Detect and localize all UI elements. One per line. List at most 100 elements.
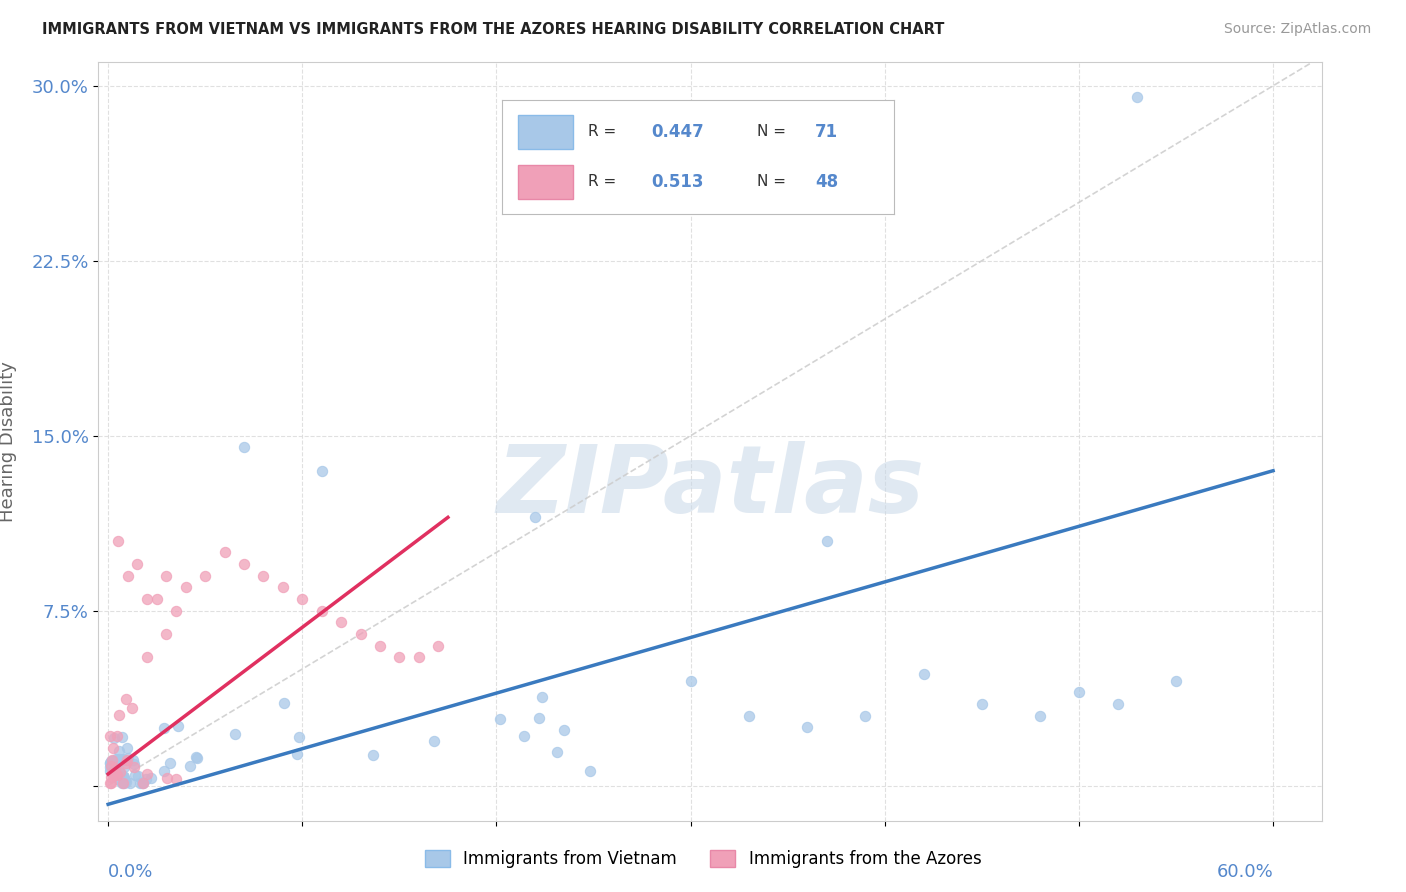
Point	[108, 765, 131, 780]
Point	[100, 770, 122, 784]
Point	[108, 708, 131, 723]
Point	[107, 533, 129, 548]
Point	[311, 464, 333, 478]
Point	[155, 568, 177, 582]
Point	[167, 719, 190, 733]
Point	[194, 568, 217, 582]
Point	[330, 615, 353, 630]
Point	[111, 769, 134, 783]
Text: Source: ZipAtlas.com: Source: ZipAtlas.com	[1223, 22, 1371, 37]
Point	[108, 744, 131, 758]
Point	[132, 776, 155, 790]
Point	[100, 759, 122, 773]
Point	[122, 753, 145, 767]
Point	[815, 533, 838, 548]
Point	[408, 650, 430, 665]
Point	[970, 697, 993, 711]
Point	[174, 580, 197, 594]
Point	[1029, 708, 1052, 723]
Point	[530, 690, 553, 704]
Point	[98, 730, 121, 744]
Point	[224, 727, 246, 741]
Point	[155, 771, 177, 785]
Point	[853, 708, 876, 723]
Point	[1126, 90, 1149, 104]
Point	[252, 568, 274, 582]
Point	[117, 750, 139, 764]
Point	[118, 776, 141, 790]
Point	[796, 720, 818, 734]
Point	[368, 639, 391, 653]
Point	[101, 753, 124, 767]
Point	[273, 697, 295, 711]
Text: 0.0%: 0.0%	[108, 863, 153, 880]
Point	[165, 772, 187, 786]
Point	[153, 764, 176, 778]
Point	[108, 752, 131, 766]
Point	[489, 712, 512, 726]
Point	[115, 756, 138, 771]
Point	[112, 769, 135, 783]
Point	[1164, 673, 1187, 688]
Point	[179, 759, 201, 773]
Point	[155, 627, 177, 641]
Point	[139, 772, 162, 786]
Point	[112, 770, 135, 784]
Text: ZIPatlas: ZIPatlas	[496, 441, 924, 533]
Point	[127, 769, 149, 783]
Point	[104, 767, 127, 781]
Point	[104, 768, 127, 782]
Point	[115, 740, 138, 755]
Point	[1067, 685, 1090, 699]
Point	[101, 740, 124, 755]
Point	[122, 759, 145, 773]
Point	[546, 745, 568, 759]
Point	[105, 756, 128, 771]
Point	[361, 747, 384, 762]
Point	[112, 759, 135, 773]
Point	[136, 592, 159, 607]
Point	[100, 755, 122, 769]
Point	[527, 711, 550, 725]
Point	[388, 650, 411, 665]
Point	[127, 557, 149, 571]
Point	[111, 776, 134, 790]
Point	[349, 627, 371, 641]
Point	[136, 767, 159, 781]
Point	[513, 729, 536, 743]
Point	[115, 753, 138, 767]
Point	[136, 650, 159, 665]
Point	[124, 768, 146, 782]
Point	[131, 776, 153, 790]
Point	[553, 723, 575, 737]
Point	[271, 580, 294, 594]
Point	[233, 557, 256, 571]
Point	[107, 764, 129, 779]
Point	[427, 639, 450, 653]
Point	[98, 764, 121, 778]
Point	[105, 767, 128, 781]
Point	[233, 441, 256, 455]
Point	[135, 772, 157, 786]
Point	[107, 755, 129, 769]
Point	[103, 754, 125, 768]
Point	[524, 510, 547, 524]
Point	[153, 721, 176, 735]
Point	[311, 604, 333, 618]
Point	[101, 766, 124, 780]
Point	[105, 766, 128, 780]
Point	[108, 772, 131, 787]
Point	[117, 568, 139, 582]
Point	[111, 752, 134, 766]
Point	[110, 730, 132, 744]
Y-axis label: Hearing Disability: Hearing Disability	[0, 361, 17, 522]
Point	[98, 756, 121, 770]
Point	[165, 604, 187, 618]
Point	[679, 673, 702, 688]
Point	[159, 756, 181, 770]
Point	[103, 762, 125, 776]
Point	[285, 747, 308, 761]
Point	[111, 776, 134, 790]
Point	[104, 752, 127, 766]
Point	[288, 730, 311, 744]
